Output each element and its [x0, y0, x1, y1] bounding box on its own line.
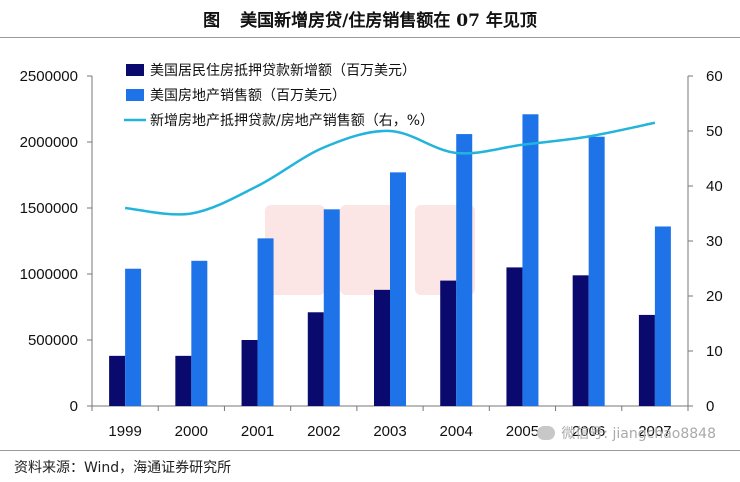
x-tick-label: 1999 [108, 423, 141, 440]
sales-bar [191, 260, 208, 406]
chart-title-bar: 图 美国新增房贷/住房销售额在 07 年见顶 [0, 0, 740, 38]
x-tick-label: 2002 [307, 423, 340, 440]
left-y-axis: 0 500000 1000000 1500000 2000000 2500000 [20, 68, 93, 415]
mortgage-bar [440, 280, 457, 406]
legend-label: 美国居民住房抵押贷款新增额（百万美元） [150, 63, 416, 79]
bar-series [109, 114, 671, 406]
source-note: 资料来源：Wind，海通证券研究所 [14, 460, 232, 476]
sales-bar [323, 209, 340, 406]
ratio-line [124, 121, 656, 216]
sales-bar [654, 226, 671, 406]
legend: 美国居民住房抵押贷款新增额（百万美元） 美国房地产销售额（百万美元） 新增房地产抵押… [124, 63, 434, 129]
mortgage-bar [374, 289, 390, 406]
footer: 资料来源：Wind，海通证券研究所 微信号: jiangchao8848 [0, 426, 740, 482]
sales-bar [390, 172, 406, 406]
left-tick-label: 1500000 [20, 200, 78, 217]
left-tick-label: 2500000 [20, 68, 78, 85]
sales-bar [456, 134, 473, 406]
x-tick-label: 2005 [506, 423, 539, 440]
wechat-watermark: 微信号: jiangchao8848 [537, 423, 716, 443]
mortgage-bar [307, 312, 324, 406]
right-tick-label: 50 [706, 123, 723, 140]
x-tick-label: 2003 [373, 423, 406, 440]
mortgage-bar [638, 314, 655, 406]
legend-label: 美国房地产销售额（百万美元） [150, 88, 346, 104]
legend-swatch [126, 89, 144, 101]
left-tick-label: 0 [70, 398, 78, 415]
sales-bar [125, 268, 142, 406]
right-tick-label: 0 [706, 398, 714, 415]
sales-bar [257, 238, 274, 406]
x-tick-label: 2004 [440, 423, 473, 440]
chart-area: 0 500000 1000000 1500000 2000000 2500000 0 10 2… [20, 63, 723, 440]
right-tick-label: 30 [706, 233, 723, 250]
mortgage-bar [241, 340, 258, 406]
x-tick-label: 2006 [572, 423, 605, 440]
left-tick-label: 2000000 [20, 134, 78, 151]
mortgage-bar [572, 275, 589, 406]
legend-label: 新增房地产抵押贷款/房地产销售额（右，%） [150, 113, 434, 129]
right-tick-label: 10 [706, 343, 723, 360]
sales-bar [588, 136, 605, 406]
left-tick-label: 500000 [28, 332, 78, 349]
x-tick-label: 2007 [638, 423, 671, 440]
right-tick-label: 20 [706, 288, 723, 305]
wechat-id: 微信号: jiangchao8848 [561, 426, 716, 442]
left-tick-label: 1000000 [20, 266, 78, 283]
line-series [124, 121, 656, 216]
x-tick-label: 2000 [175, 423, 208, 440]
right-tick-label: 40 [706, 178, 723, 195]
sales-bar [522, 114, 539, 406]
legend-swatch [126, 64, 144, 76]
wechat-icon [537, 426, 556, 440]
x-tick-label: 2001 [241, 423, 274, 440]
mortgage-bar [506, 267, 523, 406]
right-y-axis: 0 10 20 30 40 50 60 [687, 68, 723, 415]
right-tick-label: 60 [706, 68, 723, 85]
mortgage-bar [109, 355, 126, 406]
chart-title: 美国新增房贷/住房销售额在 07 年见顶 [240, 11, 537, 31]
mortgage-bar [175, 355, 192, 406]
figure-prefix: 图 [203, 11, 221, 31]
